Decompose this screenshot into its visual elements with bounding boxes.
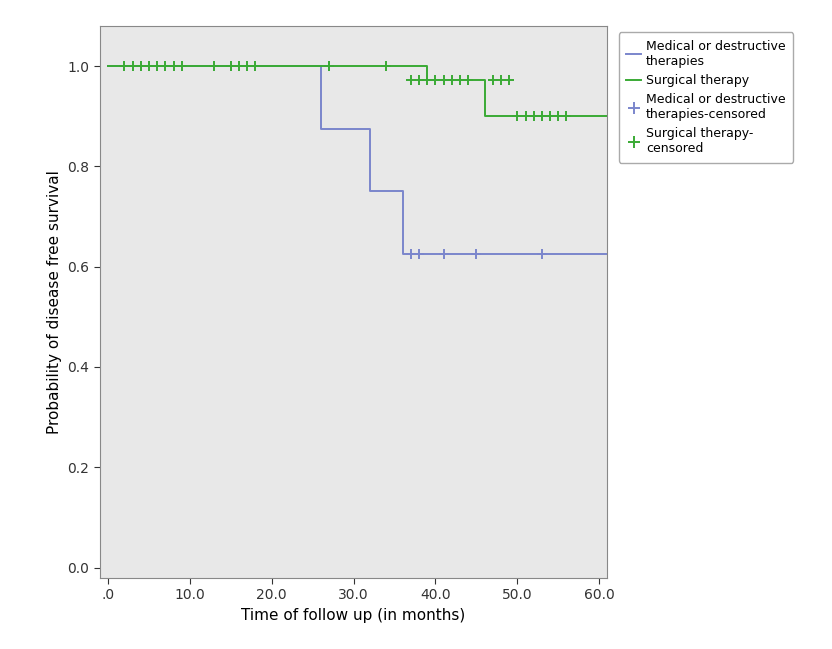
Point xyxy=(535,111,548,121)
Point xyxy=(453,75,467,85)
Point xyxy=(486,75,499,85)
Point xyxy=(167,61,181,71)
Point xyxy=(240,61,254,71)
Point xyxy=(428,75,442,85)
Point xyxy=(470,249,483,260)
Point xyxy=(535,249,548,260)
Point xyxy=(527,111,540,121)
Point xyxy=(134,61,147,71)
Point xyxy=(208,61,221,71)
Point xyxy=(437,249,450,260)
Point xyxy=(126,61,139,71)
Point xyxy=(413,249,426,260)
Point xyxy=(232,61,245,71)
Point xyxy=(494,75,508,85)
X-axis label: Time of follow up (in months): Time of follow up (in months) xyxy=(241,607,466,622)
Point xyxy=(159,61,172,71)
Point xyxy=(142,61,156,71)
Point xyxy=(151,61,164,71)
Point xyxy=(519,111,532,121)
Point xyxy=(322,61,335,71)
Point xyxy=(543,111,557,121)
Point xyxy=(560,111,573,121)
Point xyxy=(404,249,418,260)
Point xyxy=(421,75,434,85)
Point xyxy=(249,61,262,71)
Point xyxy=(404,75,418,85)
Point xyxy=(322,61,335,71)
Point xyxy=(224,61,237,71)
Point xyxy=(503,75,516,85)
Point xyxy=(462,75,475,85)
Point xyxy=(379,61,393,71)
Point xyxy=(118,61,131,71)
Point xyxy=(413,75,426,85)
Point xyxy=(175,61,188,71)
Point xyxy=(437,75,450,85)
Point xyxy=(445,75,458,85)
Point xyxy=(552,111,565,121)
Point xyxy=(511,111,524,121)
Legend: Medical or destructive
therapies, Surgical therapy, Medical or destructive
thera: Medical or destructive therapies, Surgic… xyxy=(619,32,793,163)
Y-axis label: Probability of disease free survival: Probability of disease free survival xyxy=(47,170,62,434)
